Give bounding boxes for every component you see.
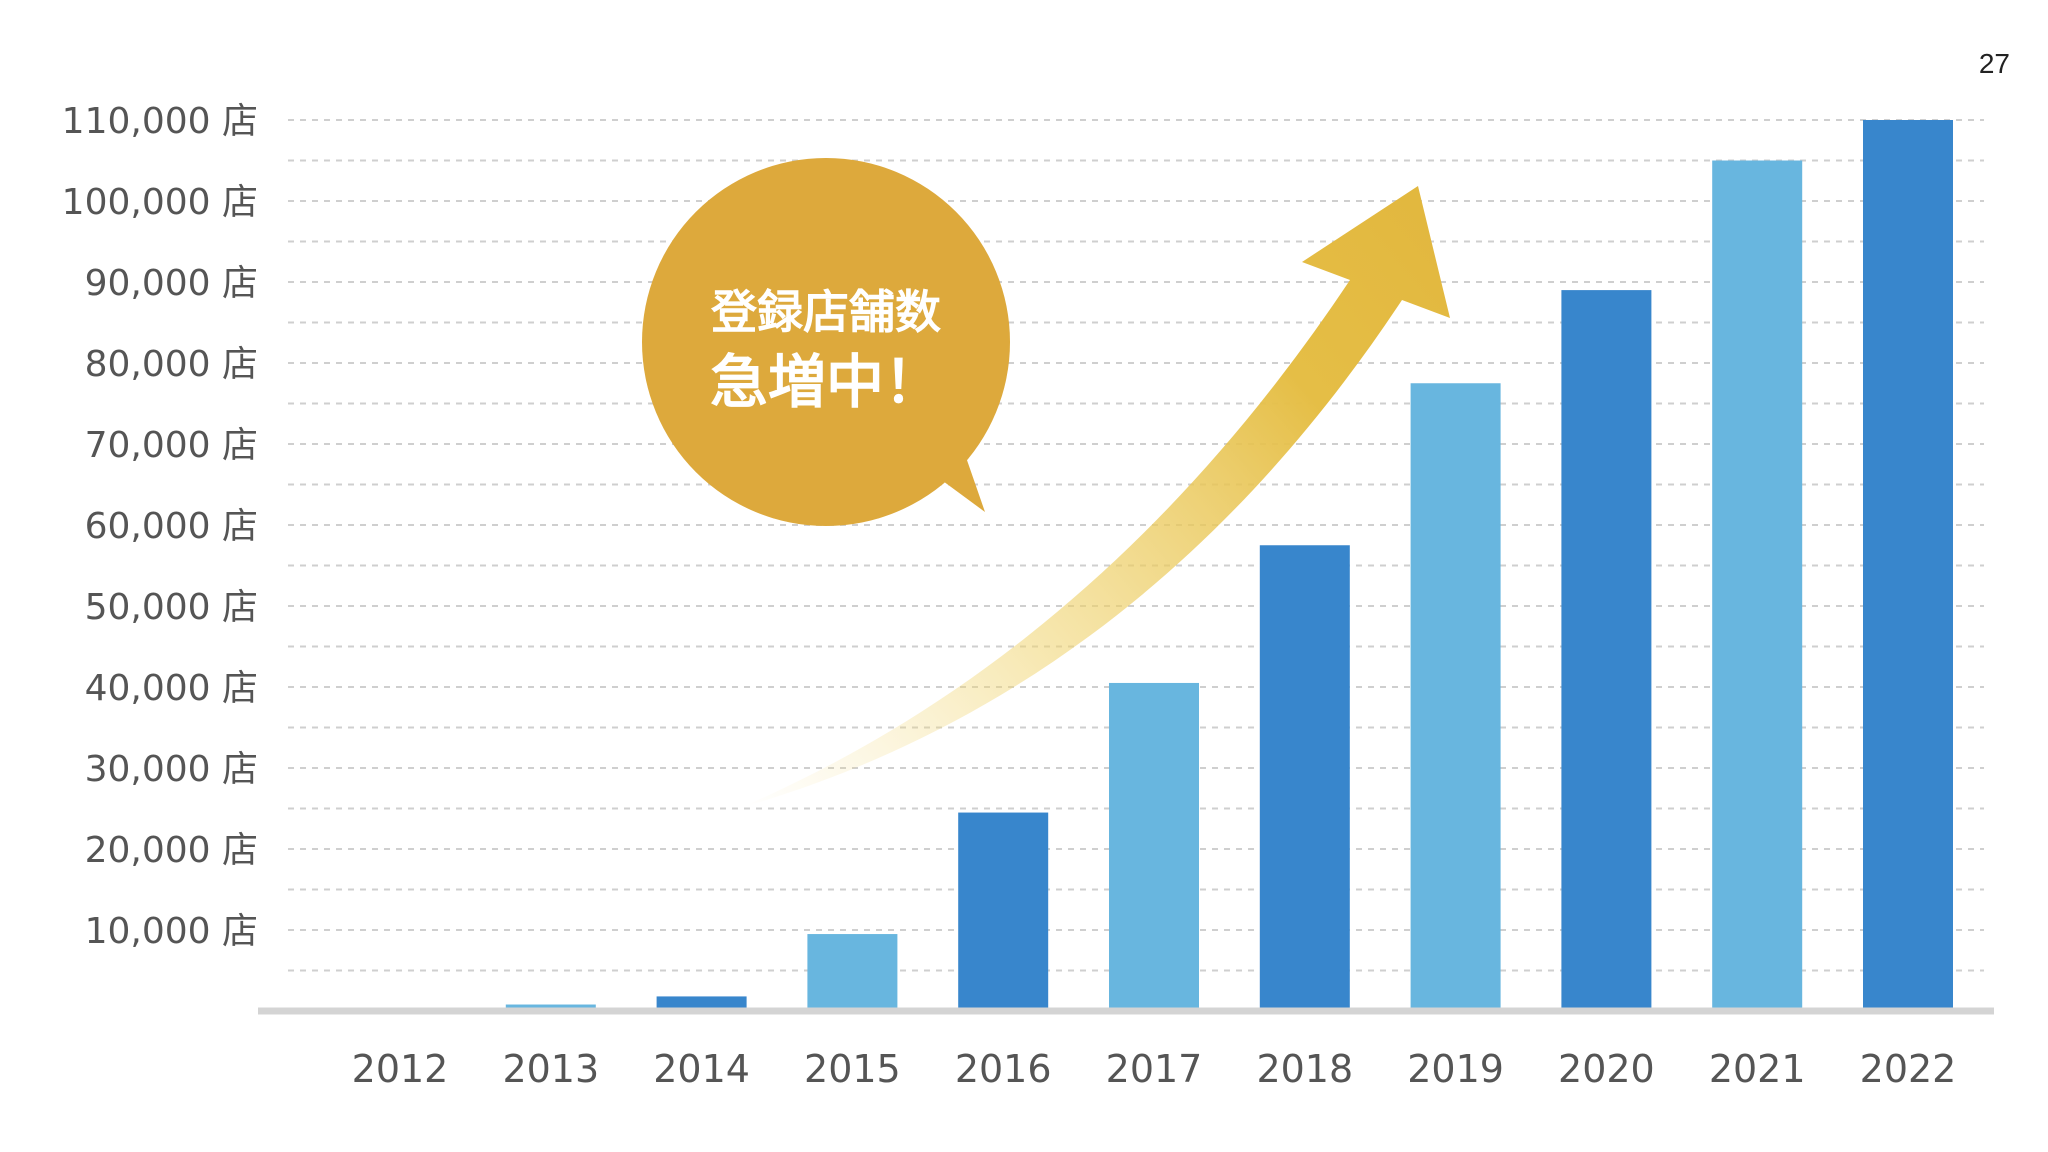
bar-2020 [1561, 290, 1652, 1012]
bar-2014 [656, 996, 747, 1011]
x-tick-label: 2016 [955, 1047, 1052, 1091]
x-tick-label: 2015 [804, 1047, 901, 1091]
y-axis-ticks: 10,000 店 20,000 店 30,000 店 40,000 店 50,000 店… [62, 101, 258, 952]
y-tick-label: 20,000 店 [85, 830, 258, 871]
bar-2021 [1712, 160, 1803, 1011]
bar-2017 [1109, 682, 1199, 1011]
x-tick-label: 2014 [653, 1047, 750, 1091]
growth-arrow [740, 186, 1450, 808]
bar-2015 [807, 934, 898, 1011]
speech-bubble-circle [642, 158, 1010, 526]
y-tick-label: 40,000 店 [85, 668, 258, 709]
bar-2016 [958, 812, 1049, 1011]
bubble-text-line1: 登録店舗数 [710, 285, 941, 339]
x-tick-label: 2019 [1407, 1047, 1504, 1091]
x-tick-label: 2018 [1256, 1047, 1353, 1091]
y-tick-label: 110,000 店 [62, 101, 258, 142]
bars [355, 120, 1953, 1012]
x-tick-label: 2012 [352, 1047, 449, 1091]
y-tick-label: 10,000 店 [85, 911, 258, 952]
y-tick-label: 70,000 店 [85, 425, 258, 466]
y-tick-label: 100,000 店 [62, 182, 258, 223]
x-tick-label: 2013 [502, 1047, 599, 1091]
y-tick-label: 60,000 店 [85, 506, 258, 547]
bar-2022 [1863, 120, 1953, 1011]
y-tick-label: 90,000 店 [85, 263, 258, 304]
x-tick-label: 2021 [1709, 1047, 1806, 1091]
x-tick-label: 2022 [1860, 1047, 1957, 1091]
bar-2019 [1410, 383, 1501, 1011]
speech-bubble-tail [928, 440, 985, 512]
y-tick-label: 80,000 店 [85, 344, 258, 385]
growth-arrow-icon [740, 186, 1450, 808]
x-tick-label: 2020 [1558, 1047, 1655, 1091]
x-axis-ticks: 2012 2013 2014 2015 2016 2017 2018 2019 2020 2021… [352, 1047, 1957, 1091]
y-tick-label: 30,000 店 [85, 749, 258, 790]
speech-bubble: 登録店舗数 急増中！ [642, 158, 1010, 526]
bubble-text-line2: 急増中！ [710, 348, 942, 416]
x-tick-label: 2017 [1106, 1047, 1203, 1091]
bar-2018 [1259, 545, 1350, 1011]
page-number: 27 [1978, 48, 2010, 79]
y-tick-label: 50,000 店 [85, 587, 258, 628]
